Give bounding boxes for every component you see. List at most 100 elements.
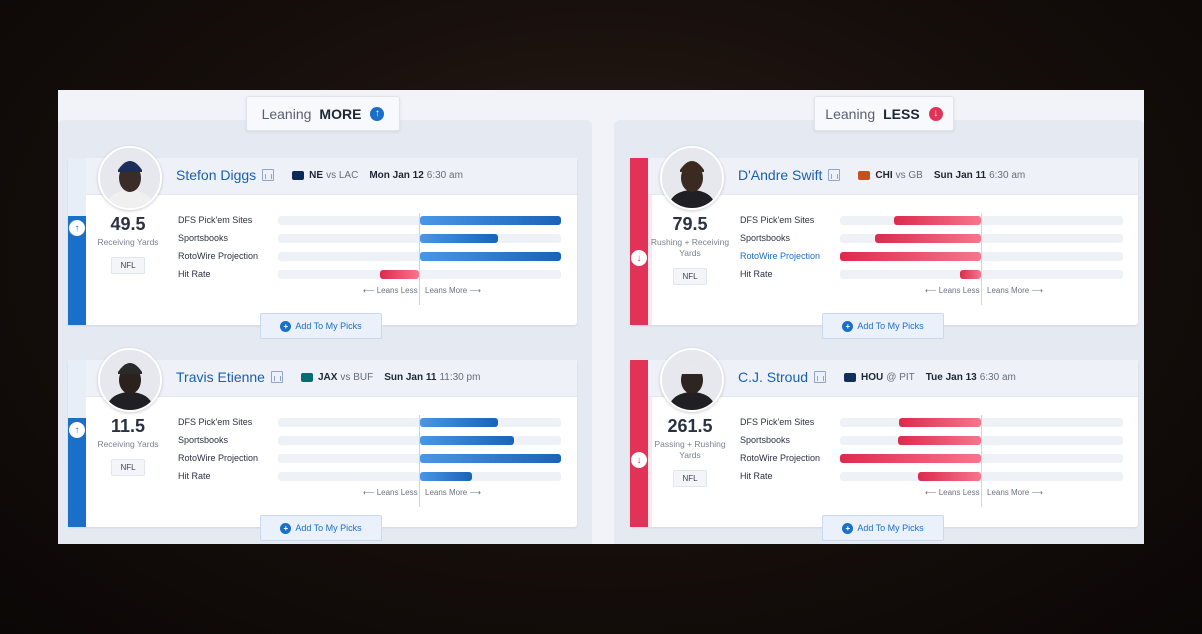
- metric-label[interactable]: RotoWire Projection: [740, 251, 821, 261]
- player-name-link[interactable]: Stefon Diggs: [176, 167, 257, 183]
- game-date: Sun Jan 11: [933, 169, 987, 181]
- chart-icon[interactable]: [262, 169, 275, 181]
- arrow-up-icon: ↑: [69, 220, 85, 236]
- chart-icon[interactable]: [828, 169, 841, 181]
- team-logo-icon: [292, 170, 305, 180]
- player-photo-icon: [662, 148, 722, 208]
- add-to-picks-button[interactable]: + Add To My Picks: [822, 313, 944, 339]
- stat-block: 49.5 Receiving Yards NFL: [86, 214, 170, 274]
- metric-row: Sportsbooks: [740, 433, 1125, 451]
- leans-more-label: Leans More ⟶: [987, 286, 1043, 295]
- metric-bar: [918, 472, 981, 481]
- leaning-more-header: Leaning MORE ↑: [246, 96, 400, 131]
- leans-less-label: ⟵ Leans Less: [925, 488, 980, 497]
- player-card: ↑ Travis Etienne JAX vs BUF Sun Jan 11 1…: [68, 348, 577, 541]
- leans-more-label: Leans More ⟶: [987, 488, 1043, 497]
- league-badge: NFL: [111, 257, 145, 274]
- metric-label: DFS Pick'em Sites: [178, 215, 253, 225]
- matchup: NE vs LAC Mon Jan 12 6:30 am: [292, 170, 463, 181]
- add-icon: +: [842, 320, 854, 332]
- player-name-row: D'Andre Swift CHI vs GB Sun Jan 11 6:30 …: [738, 167, 1025, 183]
- metric-row: Sportsbooks: [178, 433, 563, 451]
- stripe-tint: [648, 360, 652, 527]
- add-button-label: Add To My Picks: [295, 523, 362, 533]
- metric-label: DFS Pick'em Sites: [740, 417, 815, 427]
- metrics-list: DFS Pick'em Sites Sportsbooks RotoWire P…: [740, 415, 1125, 487]
- center-divider: [419, 415, 420, 507]
- metric-row: RotoWire Projection: [740, 249, 1125, 267]
- metric-row: Hit Rate: [178, 267, 563, 285]
- add-to-picks-button[interactable]: + Add To My Picks: [260, 515, 382, 541]
- game-time: 6:30 am: [426, 169, 463, 181]
- metric-row: DFS Pick'em Sites: [178, 415, 563, 433]
- add-button-label: Add To My Picks: [295, 321, 362, 331]
- metrics-list: DFS Pick'em Sites Sportsbooks RotoWire P…: [740, 213, 1125, 285]
- player-avatar: [98, 146, 162, 210]
- player-name-row: C.J. Stroud HOU @ PIT Tue Jan 13 6:30 am: [738, 369, 1016, 385]
- add-to-picks-button[interactable]: + Add To My Picks: [822, 515, 944, 541]
- metric-label: Sportsbooks: [740, 233, 791, 243]
- stripe-top: [68, 360, 86, 418]
- stat-type: Rushing + Receiving Yards: [650, 237, 730, 258]
- team-logo-icon: [844, 372, 857, 382]
- opponent: vs BUF: [340, 371, 374, 383]
- game-date: Mon Jan 12: [369, 169, 424, 181]
- opponent: vs LAC: [326, 169, 359, 181]
- game-time: 6:30 am: [979, 371, 1016, 383]
- card-header: [648, 158, 1138, 195]
- leans-less-label: ⟵ Leans Less: [925, 286, 980, 295]
- metric-bar: [420, 216, 561, 225]
- stat-block: 79.5 Rushing + Receiving Yards NFL: [648, 214, 732, 285]
- game-time: 11:30 pm: [439, 371, 481, 383]
- center-divider: [981, 415, 982, 507]
- player-card: ↑ Stefon Diggs NE vs LAC Mon Jan 12 6:30…: [68, 146, 577, 339]
- metric-bar: [380, 270, 419, 279]
- opponent: @ PIT: [886, 371, 915, 383]
- player-photo-icon: [100, 350, 160, 410]
- header-direction: LESS: [883, 105, 920, 122]
- chart-icon[interactable]: [814, 371, 827, 383]
- metric-bar: [420, 234, 498, 243]
- metric-row: RotoWire Projection: [740, 451, 1125, 469]
- player-name-link[interactable]: C.J. Stroud: [738, 369, 809, 385]
- team-abbr: NE: [309, 169, 324, 181]
- player-avatar: [660, 348, 724, 412]
- player-name-link[interactable]: D'Andre Swift: [738, 167, 823, 183]
- metric-label: DFS Pick'em Sites: [740, 215, 815, 225]
- opponent: vs GB: [895, 169, 923, 181]
- matchup: JAX vs BUF Sun Jan 11 11:30 pm: [300, 371, 481, 383]
- stat-type: Passing + Rushing Yards: [654, 439, 726, 460]
- metric-label: Sportsbooks: [178, 233, 229, 243]
- metric-bar: [420, 472, 472, 481]
- metric-label: Sportsbooks: [178, 435, 229, 445]
- metric-label: RotoWire Projection: [178, 251, 259, 261]
- add-icon: +: [280, 522, 292, 534]
- arrow-down-icon: ↓: [928, 106, 943, 121]
- header-prefix: Leaning: [261, 105, 312, 122]
- metric-bar: [898, 436, 981, 445]
- team-abbr: HOU: [861, 371, 884, 383]
- line-value: 11.5: [110, 416, 146, 436]
- team-abbr: CHI: [875, 169, 893, 181]
- add-to-picks-button[interactable]: + Add To My Picks: [260, 313, 382, 339]
- leans-more-label: Leans More ⟶: [425, 488, 481, 497]
- add-button-label: Add To My Picks: [857, 523, 924, 533]
- player-avatar: [98, 348, 162, 412]
- metric-label: Sportsbooks: [740, 435, 791, 445]
- metric-bar: [420, 436, 514, 445]
- metric-row: RotoWire Projection: [178, 451, 563, 469]
- metric-bar: [840, 454, 981, 463]
- player-name-link[interactable]: Travis Etienne: [176, 369, 265, 385]
- center-divider: [981, 213, 982, 305]
- metric-label: Hit Rate: [740, 471, 773, 481]
- metrics-list: DFS Pick'em Sites Sportsbooks RotoWire P…: [178, 415, 563, 487]
- chart-icon[interactable]: [270, 371, 283, 383]
- player-name-row: Stefon Diggs NE vs LAC Mon Jan 12 6:30 a…: [176, 167, 463, 183]
- metric-bar: [899, 418, 981, 427]
- player-card: ↓ D'Andre Swift CHI vs GB Sun Jan 11 6:3…: [630, 146, 1138, 339]
- metric-label: Hit Rate: [178, 269, 211, 279]
- metric-row: Hit Rate: [740, 267, 1125, 285]
- metric-bar: [894, 216, 981, 225]
- add-button-label: Add To My Picks: [857, 321, 924, 331]
- metric-label: RotoWire Projection: [178, 453, 259, 463]
